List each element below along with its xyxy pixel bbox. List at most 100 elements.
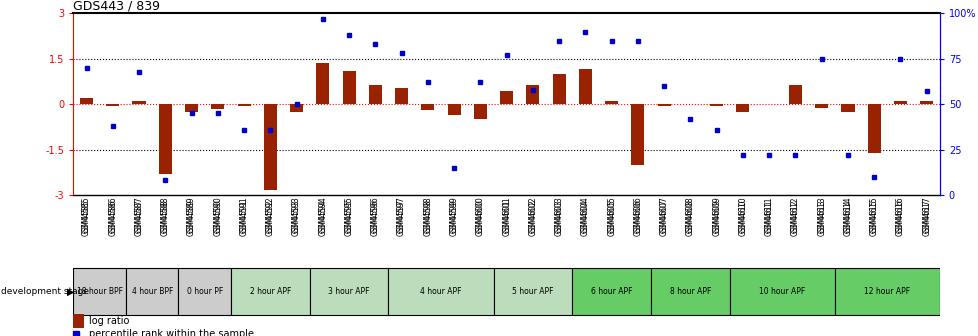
Text: GSM4585: GSM4585 — [82, 199, 91, 236]
Bar — [395, 88, 408, 104]
FancyBboxPatch shape — [309, 268, 388, 315]
Text: GSM4598: GSM4598 — [422, 196, 432, 233]
Text: GSM4610: GSM4610 — [737, 196, 746, 233]
Text: GSM4599: GSM4599 — [449, 196, 458, 233]
Text: GSM4587: GSM4587 — [134, 199, 144, 236]
Text: GSM4613: GSM4613 — [817, 196, 825, 233]
FancyBboxPatch shape — [650, 268, 729, 315]
Text: GSM4599: GSM4599 — [449, 199, 458, 236]
Text: GSM4614: GSM4614 — [843, 196, 852, 233]
Text: GSM4604: GSM4604 — [580, 199, 590, 236]
Text: GSM4617: GSM4617 — [921, 199, 930, 236]
FancyBboxPatch shape — [231, 268, 309, 315]
Bar — [342, 71, 355, 104]
Text: GSM4597: GSM4597 — [397, 199, 406, 236]
Bar — [238, 104, 250, 106]
Text: GSM4613: GSM4613 — [817, 199, 825, 236]
Text: GSM4587: GSM4587 — [134, 196, 144, 233]
Text: GSM4603: GSM4603 — [555, 199, 563, 236]
Bar — [421, 104, 434, 110]
Text: GSM4600: GSM4600 — [475, 199, 484, 236]
Text: GSM4592: GSM4592 — [266, 196, 275, 233]
Text: 18 hour BPF: 18 hour BPF — [76, 287, 122, 296]
Bar — [788, 85, 801, 104]
FancyBboxPatch shape — [178, 268, 231, 315]
Text: GSM4594: GSM4594 — [318, 196, 327, 233]
Text: GSM4608: GSM4608 — [686, 196, 694, 233]
Bar — [840, 104, 854, 112]
Text: GSM4606: GSM4606 — [633, 199, 642, 236]
Bar — [73, 314, 84, 328]
Text: GSM4596: GSM4596 — [371, 199, 379, 236]
Bar — [185, 104, 198, 112]
Text: 10 hour APF: 10 hour APF — [758, 287, 805, 296]
Text: GSM4601: GSM4601 — [502, 196, 511, 233]
Text: GSM4586: GSM4586 — [109, 196, 117, 233]
Bar — [500, 91, 512, 104]
Text: development stage: development stage — [1, 287, 89, 296]
Bar — [919, 101, 932, 104]
Text: GSM4586: GSM4586 — [109, 199, 117, 236]
Text: 3 hour APF: 3 hour APF — [328, 287, 370, 296]
Text: GSM4589: GSM4589 — [187, 199, 196, 236]
Text: GSM4590: GSM4590 — [213, 196, 222, 233]
Bar — [158, 104, 172, 174]
Text: 12 hour APF: 12 hour APF — [864, 287, 910, 296]
Text: GSM4603: GSM4603 — [555, 196, 563, 233]
Text: GSM4595: GSM4595 — [344, 199, 353, 236]
Text: GSM4607: GSM4607 — [659, 199, 668, 236]
Bar — [447, 104, 461, 115]
Text: GSM4609: GSM4609 — [711, 199, 721, 236]
Text: GSM4610: GSM4610 — [737, 199, 746, 236]
Text: ▶: ▶ — [67, 287, 74, 296]
Text: 2 hour APF: 2 hour APF — [249, 287, 290, 296]
FancyBboxPatch shape — [572, 268, 650, 315]
Text: GSM4597: GSM4597 — [397, 196, 406, 233]
Bar — [473, 104, 486, 119]
Text: GSM4593: GSM4593 — [291, 196, 301, 233]
Text: GSM4588: GSM4588 — [160, 199, 169, 236]
FancyBboxPatch shape — [834, 268, 939, 315]
Text: GSM4590: GSM4590 — [213, 199, 222, 236]
Text: 5 hour APF: 5 hour APF — [511, 287, 554, 296]
Text: GSM4615: GSM4615 — [868, 196, 878, 233]
Text: GSM4594: GSM4594 — [318, 199, 327, 236]
Text: GDS443 / 839: GDS443 / 839 — [73, 0, 160, 12]
Text: GSM4606: GSM4606 — [633, 196, 642, 233]
Text: GSM4615: GSM4615 — [868, 199, 878, 236]
Text: GSM4602: GSM4602 — [528, 199, 537, 236]
Bar — [263, 104, 277, 190]
Bar — [578, 70, 592, 104]
Text: percentile rank within the sample: percentile rank within the sample — [89, 329, 253, 336]
Text: GSM4600: GSM4600 — [475, 196, 484, 233]
Bar — [526, 85, 539, 104]
Bar — [657, 104, 670, 106]
Bar — [735, 104, 749, 112]
FancyBboxPatch shape — [388, 268, 493, 315]
Text: 4 hour BPF: 4 hour BPF — [131, 287, 173, 296]
Bar — [132, 101, 146, 104]
Text: GSM4611: GSM4611 — [764, 199, 773, 236]
Bar — [316, 64, 329, 104]
FancyBboxPatch shape — [729, 268, 834, 315]
Text: GSM4605: GSM4605 — [606, 199, 615, 236]
Bar — [107, 104, 119, 106]
Text: GSM4588: GSM4588 — [160, 196, 169, 233]
Bar — [289, 104, 303, 112]
Text: GSM4612: GSM4612 — [790, 199, 799, 236]
Text: GSM4609: GSM4609 — [711, 196, 721, 233]
FancyBboxPatch shape — [126, 268, 178, 315]
Bar — [867, 104, 880, 153]
Bar — [211, 104, 224, 109]
Text: GSM4592: GSM4592 — [266, 199, 275, 236]
Text: GSM4617: GSM4617 — [921, 196, 930, 233]
Text: GSM4598: GSM4598 — [422, 199, 432, 236]
Text: GSM4589: GSM4589 — [187, 196, 196, 233]
Text: GSM4596: GSM4596 — [371, 196, 379, 233]
Text: GSM4601: GSM4601 — [502, 199, 511, 236]
Bar — [80, 98, 93, 104]
Bar — [815, 104, 827, 108]
Bar — [604, 101, 617, 104]
FancyBboxPatch shape — [493, 268, 572, 315]
Bar — [552, 74, 565, 104]
